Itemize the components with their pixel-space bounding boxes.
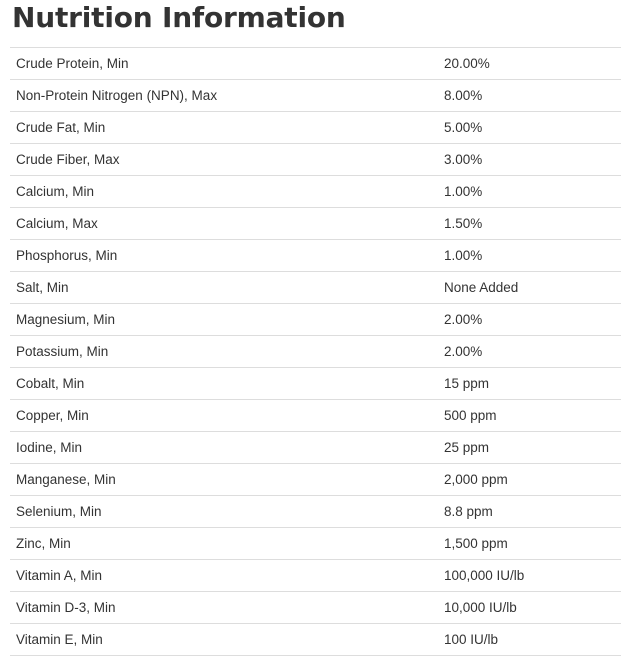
nutrient-label: Manganese, Min — [10, 463, 438, 496]
nutrient-label: Copper, Min — [10, 399, 438, 432]
nutrient-value: None Added — [438, 271, 621, 304]
table-row: Selenium, Min 8.8 ppm — [10, 495, 621, 528]
nutrient-label: Calcium, Min — [10, 175, 438, 208]
nutrient-label: Crude Protein, Min — [10, 47, 438, 80]
table-row: Iodine, Min 25 ppm — [10, 431, 621, 464]
nutrient-value: 15 ppm — [438, 367, 621, 400]
nutrient-value: 1,500 ppm — [438, 527, 621, 560]
nutrient-label: Phosphorus, Min — [10, 239, 438, 272]
table-row: Vitamin D-3, Min 10,000 IU/lb — [10, 591, 621, 624]
table-row: Vitamin A, Min 100,000 IU/lb — [10, 559, 621, 592]
nutrient-label: Zinc, Min — [10, 527, 438, 560]
nutrient-label: Magnesium, Min — [10, 303, 438, 336]
nutrient-label: Non-Protein Nitrogen (NPN), Max — [10, 79, 438, 112]
table-row: Potassium, Min 2.00% — [10, 335, 621, 368]
table-row: Crude Fat, Min 5.00% — [10, 111, 621, 144]
table-row: Salt, Min None Added — [10, 271, 621, 304]
nutrient-value: 5.00% — [438, 111, 621, 144]
table-row: Phosphorus, Min 1.00% — [10, 239, 621, 272]
nutrition-table-body: Crude Protein, Min 20.00% Non-Protein Nitr… — [10, 47, 621, 656]
table-row: Calcium, Min 1.00% — [10, 175, 621, 208]
nutrient-value: 3.00% — [438, 143, 621, 176]
nutrient-value: 1.50% — [438, 207, 621, 240]
nutrient-label: Potassium, Min — [10, 335, 438, 368]
table-row: Non-Protein Nitrogen (NPN), Max 8.00% — [10, 79, 621, 112]
nutrient-value: 2.00% — [438, 303, 621, 336]
nutrient-value: 2,000 ppm — [438, 463, 621, 496]
nutrient-value: 25 ppm — [438, 431, 621, 464]
nutrient-label: Crude Fat, Min — [10, 111, 438, 144]
table-row: Zinc, Min 1,500 ppm — [10, 527, 621, 560]
nutrient-value: 1.00% — [438, 175, 621, 208]
nutrient-value: 2.00% — [438, 335, 621, 368]
nutrient-value: 8.00% — [438, 79, 621, 112]
nutrient-value: 100 IU/lb — [438, 623, 621, 656]
nutrient-label: Vitamin E, Min — [10, 623, 438, 656]
nutrient-value: 8.8 ppm — [438, 495, 621, 528]
table-row: Magnesium, Min 2.00% — [10, 303, 621, 336]
nutrient-value: 1.00% — [438, 239, 621, 272]
nutrient-label: Crude Fiber, Max — [10, 143, 438, 176]
nutrient-label: Selenium, Min — [10, 495, 438, 528]
table-row: Crude Protein, Min 20.00% — [10, 47, 621, 80]
nutrient-label: Vitamin A, Min — [10, 559, 438, 592]
nutrient-label: Calcium, Max — [10, 207, 438, 240]
nutrient-value: 20.00% — [438, 47, 621, 80]
table-row: Vitamin E, Min 100 IU/lb — [10, 623, 621, 656]
nutrient-label: Salt, Min — [10, 271, 438, 304]
nutrient-label: Vitamin D-3, Min — [10, 591, 438, 624]
page-title: Nutrition Information — [12, 1, 346, 34]
table-row: Manganese, Min 2,000 ppm — [10, 463, 621, 496]
nutrition-table: Crude Protein, Min 20.00% Non-Protein Nitr… — [10, 47, 621, 656]
table-row: Cobalt, Min 15 ppm — [10, 367, 621, 400]
nutrient-label: Cobalt, Min — [10, 367, 438, 400]
nutrient-value: 100,000 IU/lb — [438, 559, 621, 592]
table-row: Copper, Min 500 ppm — [10, 399, 621, 432]
nutrient-value: 500 ppm — [438, 399, 621, 432]
table-row: Crude Fiber, Max 3.00% — [10, 143, 621, 176]
nutrient-label: Iodine, Min — [10, 431, 438, 464]
nutrient-value: 10,000 IU/lb — [438, 591, 621, 624]
table-row: Calcium, Max 1.50% — [10, 207, 621, 240]
